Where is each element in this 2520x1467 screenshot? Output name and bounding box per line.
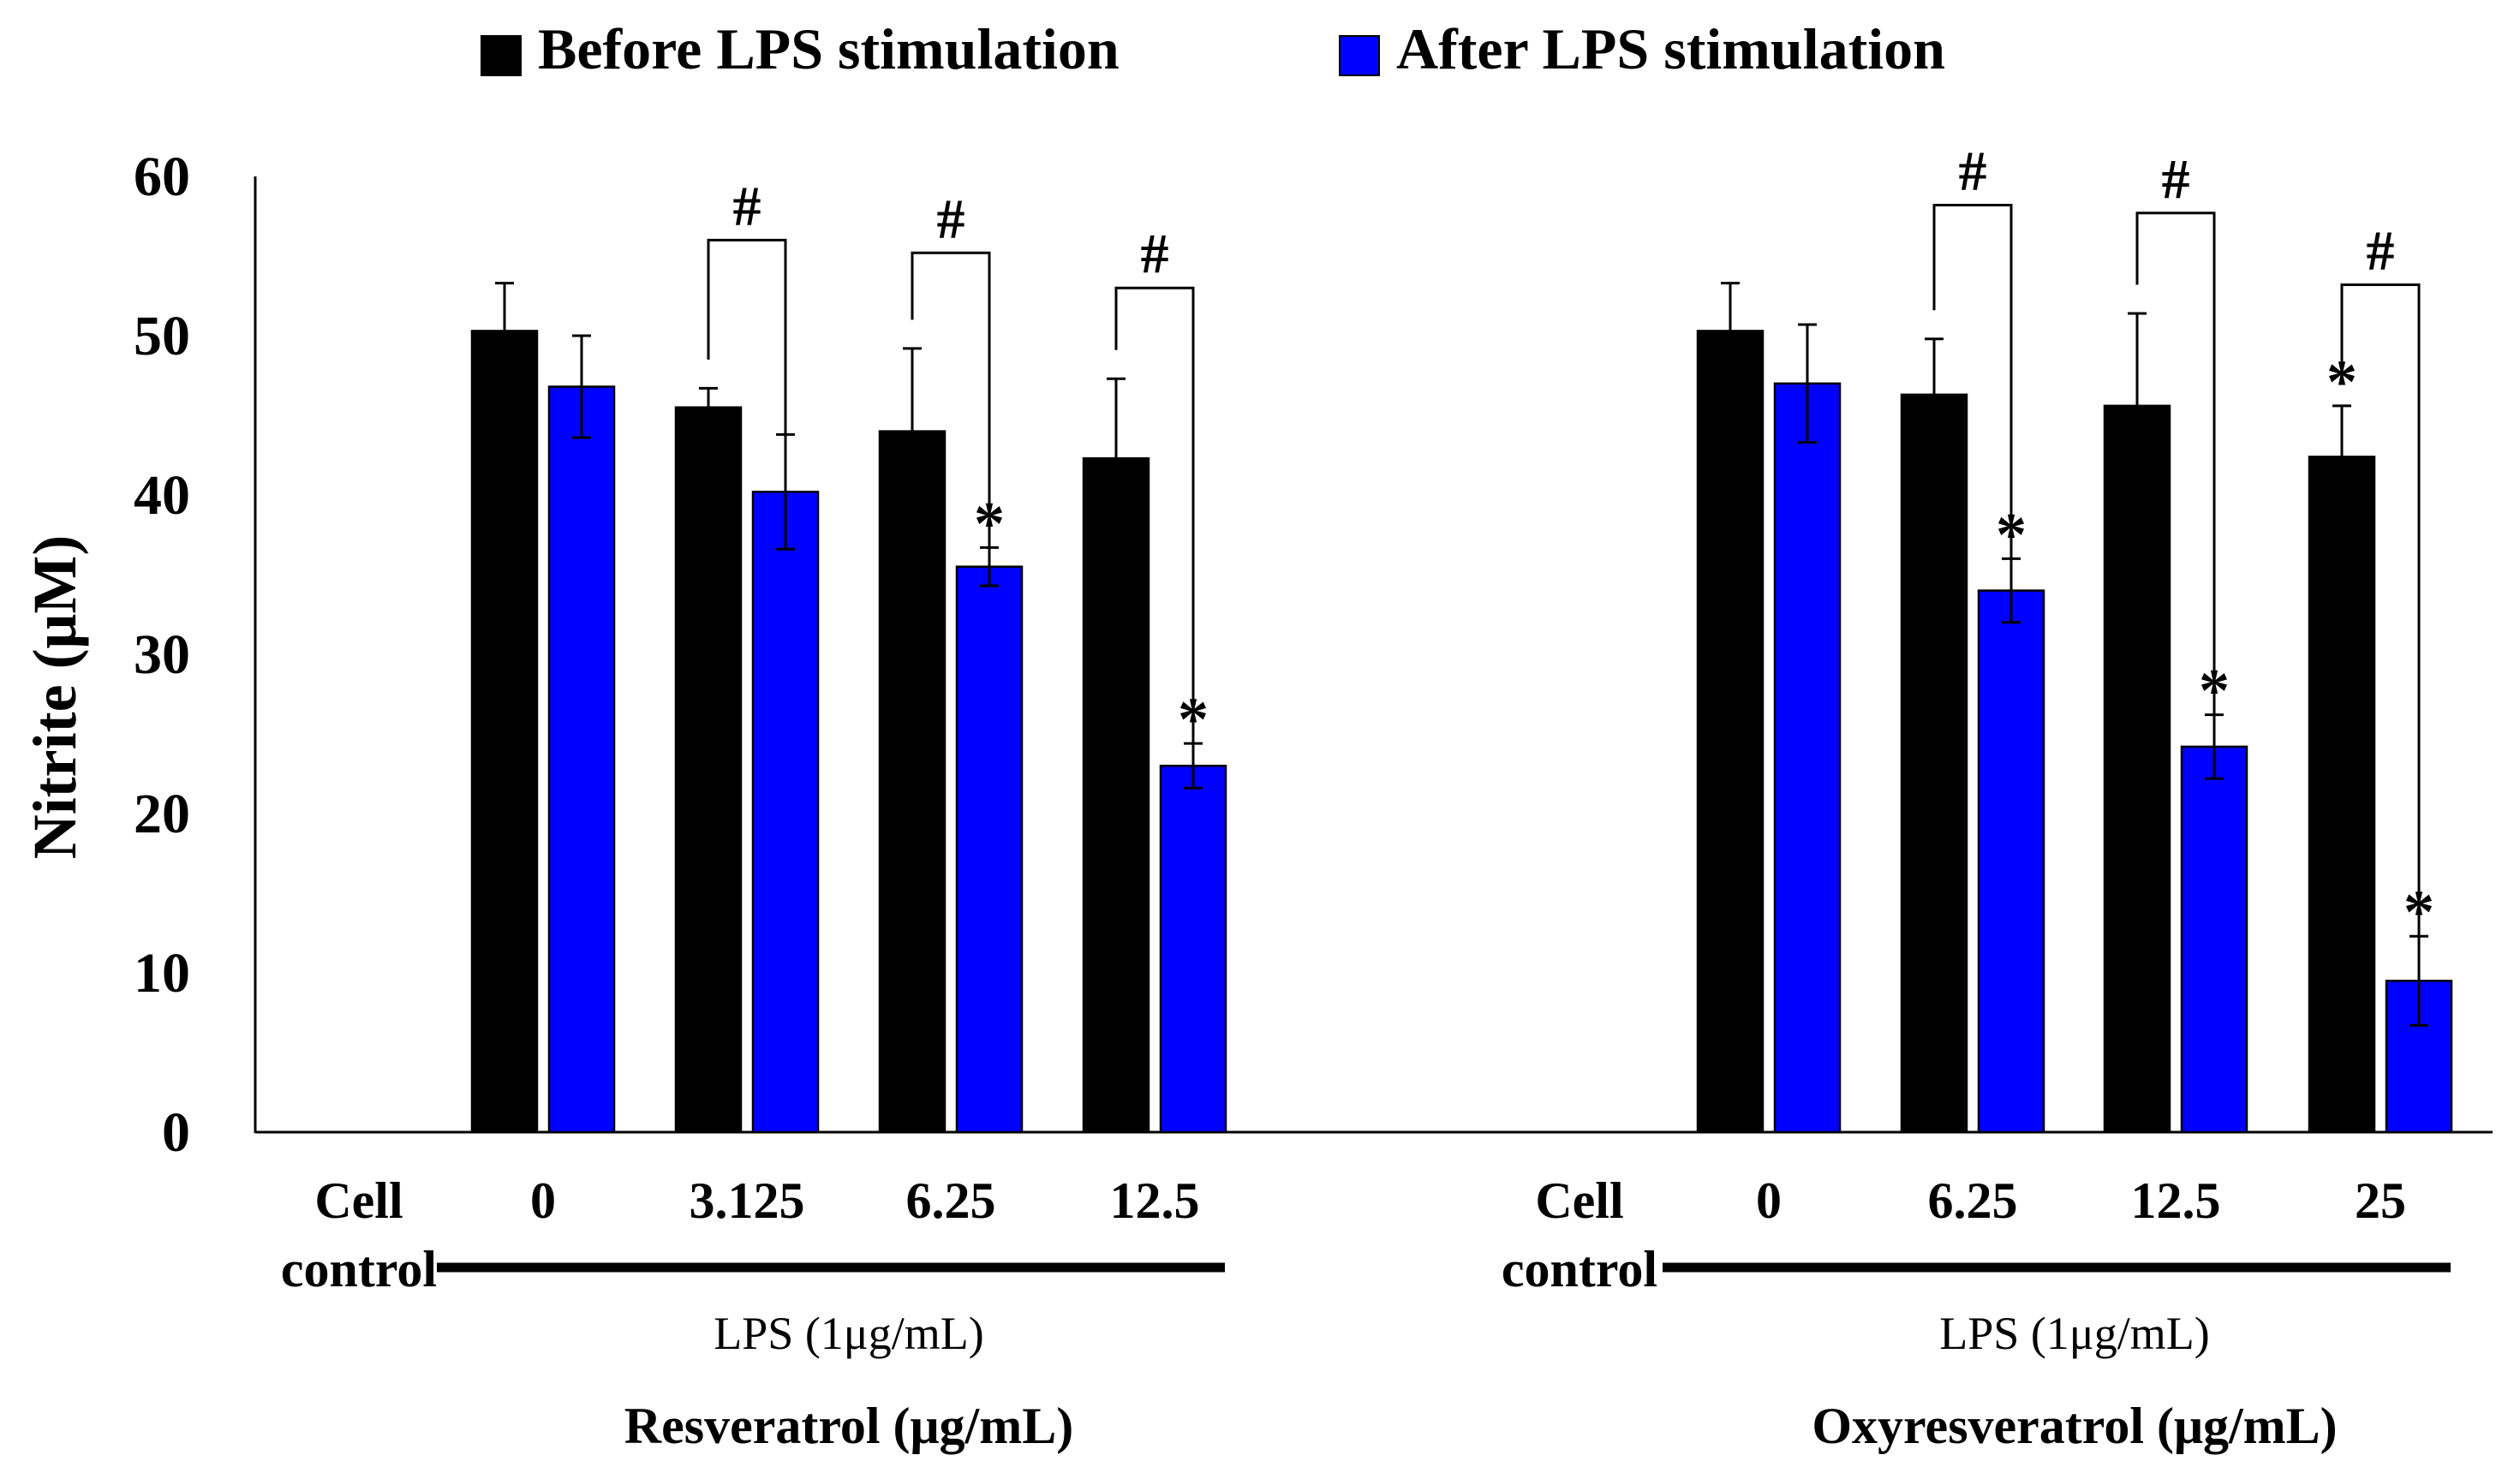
bar-g0-s1-c2	[751, 491, 820, 1134]
bracket-hash-label: #	[2162, 148, 2190, 211]
comparison-bracket	[1114, 286, 1195, 766]
bar-g1-s0-c4	[2308, 456, 2376, 1134]
bar-g0-s0-c1	[470, 330, 539, 1134]
x-tick-label: 12.5	[2131, 1172, 2221, 1229]
comparison-bracket	[2340, 283, 2421, 981]
bar-g0-s1-c4	[1159, 764, 1227, 1134]
bracket-hash-label: #	[2367, 219, 2395, 282]
x-tick-label: 0	[530, 1172, 556, 1229]
y-tick-label: 60	[134, 146, 190, 208]
y-tick-label: 40	[134, 464, 190, 527]
x-tick-label: 0	[1756, 1172, 1782, 1229]
bar-g0-s0-c4	[1082, 456, 1150, 1134]
x-tick-label: Cell control	[281, 1172, 437, 1297]
comparison-bracket	[707, 238, 787, 492]
lps-label: LPS (1μg/mL)	[714, 1308, 983, 1359]
bar-g0-s0-c3	[878, 430, 946, 1134]
comparison-bracket	[2135, 212, 2216, 747]
bar-g0-s0-c2	[674, 406, 743, 1134]
bracket-hash-label: #	[1959, 140, 1987, 202]
bracket-hash-label: #	[733, 175, 761, 237]
y-tick-label: 30	[134, 623, 190, 686]
bar-g0-s1-c1	[547, 385, 616, 1134]
legend-swatch-0	[481, 35, 522, 76]
legend-label-0: Before LPS stimulation	[538, 16, 1120, 81]
bar-g1-s1-c2	[1977, 589, 2045, 1134]
x-tick-label: 6.25	[1928, 1172, 2018, 1229]
y-axis-label: Nitrite (μM)	[21, 535, 89, 860]
annotations: **# ##****# ##	[707, 140, 2434, 981]
y-tick-label: 10	[134, 942, 190, 1005]
bar-g1-s0-c2	[1900, 393, 1968, 1134]
axes: 0 10 20 30 40 50 60 Nitrite (μM)	[21, 146, 2493, 1164]
y-tick-label: 50	[134, 305, 190, 367]
bars	[288, 282, 2453, 1134]
x-tick-label: 6.25	[906, 1172, 996, 1229]
comparison-bracket	[1932, 203, 2013, 591]
x-tick-label: 25	[2355, 1172, 2406, 1229]
y-tick-label: 20	[134, 783, 190, 845]
y-tick-label: 0	[162, 1101, 190, 1164]
bar-g1-s1-c1	[1773, 382, 1842, 1134]
lps-label: LPS (1μg/mL)	[1939, 1308, 2209, 1359]
bar-g1-s0-c3	[2103, 404, 2171, 1134]
bar-g0-s1-c3	[955, 565, 1024, 1134]
treatment-label: Oxyresveratrol (μg/mL)	[1812, 1398, 2337, 1454]
x-tick-label: 12.5	[1110, 1172, 1200, 1229]
x-tick-label: 3.125	[690, 1172, 805, 1229]
bracket-hash-label: #	[1141, 223, 1169, 285]
x-tick-label: Cell control	[1502, 1172, 1657, 1297]
legend-label-1: After LPS stimulation	[1396, 16, 1945, 81]
treatment-label: Resveratrol (μg/mL)	[624, 1398, 1073, 1454]
bar-g1-s1-c3	[2180, 745, 2248, 1134]
x-labels: Cell control 0 3.125 6.25 12.5 LPS (1μg/mL) Res…	[281, 1172, 2451, 1454]
legend-swatch-1	[1339, 35, 1380, 76]
comparison-bracket	[911, 251, 991, 567]
bracket-hash-label: #	[937, 188, 965, 250]
bar-g1-s0-c1	[1696, 330, 1765, 1134]
legend: Before LPS stimulation After LPS stimulat…	[481, 16, 1945, 81]
